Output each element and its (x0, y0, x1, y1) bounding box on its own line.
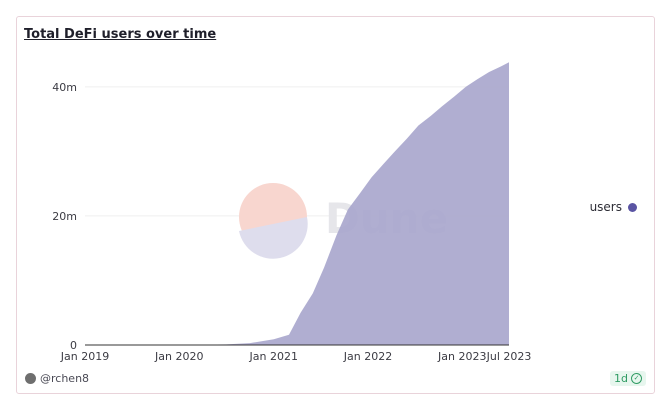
y-tick-label: 20m (52, 210, 77, 223)
x-tick-label: Jul 2023 (486, 350, 532, 363)
refresh-badge-label: 1d (614, 372, 628, 385)
y-tick-label: 40m (52, 81, 77, 94)
x-tick-label: Jan 2019 (60, 350, 109, 363)
x-tick-label: Jan 2022 (343, 350, 392, 363)
x-tick-label: Jan 2020 (154, 350, 203, 363)
author-handle[interactable]: @rchen8 (40, 372, 90, 385)
refresh-badge[interactable]: 1d ✓ (610, 371, 646, 386)
series-area-users[interactable] (85, 62, 509, 346)
legend-label: users (589, 200, 622, 214)
axes: 0 20m 40m Jan 2019 Jan 2020 Jan 2021 Jan 2022 J… (52, 81, 531, 363)
x-tick-label: Jan 2021 (249, 350, 298, 363)
author[interactable]: @rchen8 (25, 372, 89, 385)
x-tick-label: Jan 2023 (437, 350, 486, 363)
area-series (85, 62, 509, 346)
watermark-logo-bottom (239, 217, 308, 259)
legend-dot-icon (628, 202, 637, 212)
chart-title[interactable]: Total DeFi users over time (24, 27, 217, 42)
legend: users (590, 200, 637, 214)
y-tick-label: 0 (70, 339, 77, 352)
avatar (25, 373, 36, 384)
check-circle-icon: ✓ (631, 373, 642, 384)
